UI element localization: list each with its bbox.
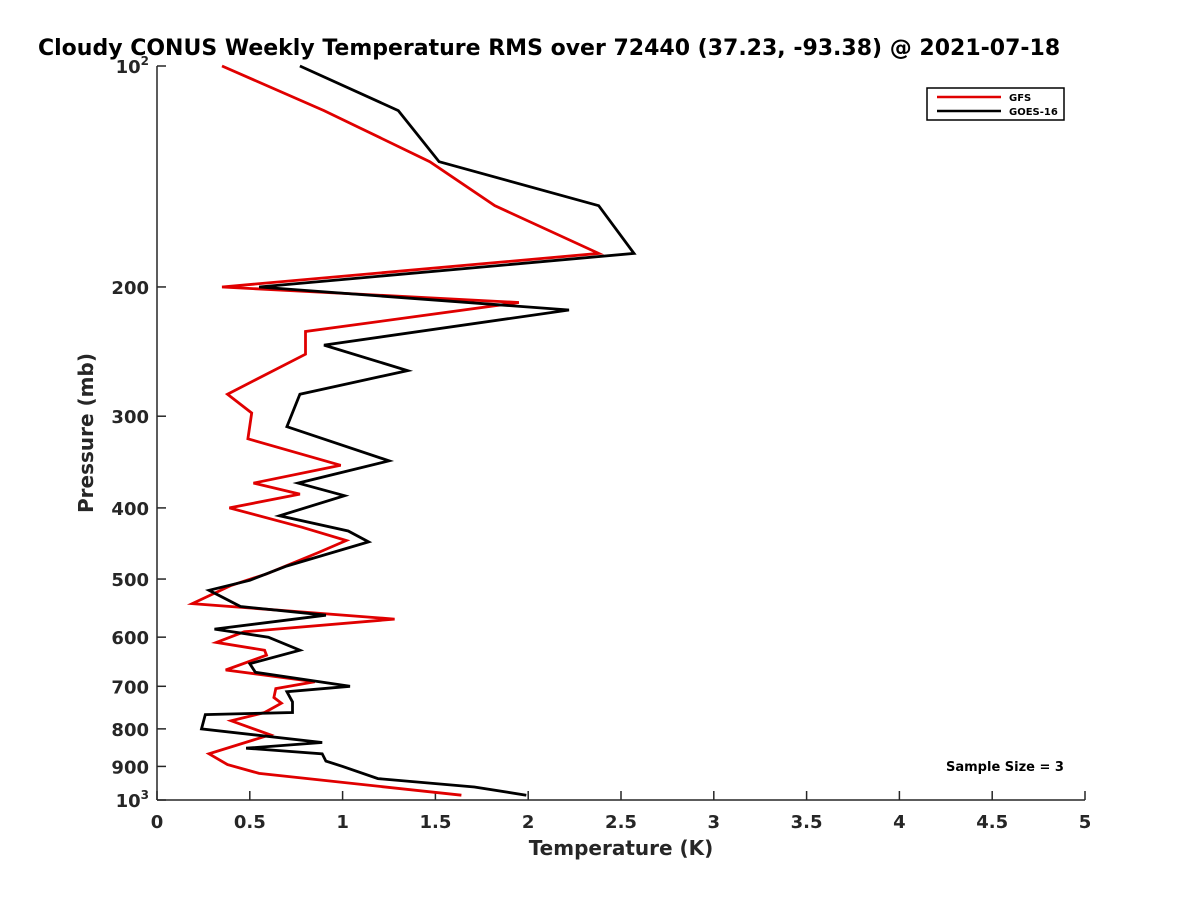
y-tick-label: 300 [111,407,149,428]
y-tick-label: 500 [111,570,149,591]
x-tick-label: 5 [1079,812,1092,833]
x-tick-label: 1 [336,812,349,833]
y-tick-label: 900 [111,757,149,778]
chart-title: Cloudy CONUS Weekly Temperature RMS over… [38,36,1060,61]
x-tick-label: 0.5 [234,812,266,833]
x-tick-label: 2 [522,812,535,833]
x-ticks: 0 0.5 1 1.5 2 2.5 3 3.5 4 4.5 5 [151,791,1092,833]
y-tick-label: 102 [116,54,149,78]
sample-size-annotation: Sample Size = 3 [946,760,1064,775]
y-tick-label: 200 [111,278,149,299]
legend: GFS GOES-16 [926,87,1065,121]
x-axis-label: Temperature (K) [529,836,714,860]
y-tick-label: 700 [111,677,149,698]
series-line-gfs [186,64,605,797]
x-tick-label: 3.5 [791,812,823,833]
legend-label-gfs: GFS [1009,93,1031,104]
x-tick-label: 4 [893,812,906,833]
x-tick-label: 0 [151,812,164,833]
series-layer [186,64,637,797]
legend-box [926,87,1065,121]
y-axis-label: Pressure (mb) [74,353,98,513]
x-tick-label: 4.5 [976,812,1008,833]
legend-label-goes16: GOES-16 [1009,107,1058,118]
x-tick-label: 3 [708,812,721,833]
series-line-goes16 [199,64,637,797]
y-tick-label: 400 [111,499,149,520]
y-tick-label: 103 [116,788,149,812]
y-ticks: 102 200 300 400 500 600 700 800 900 103 [111,54,166,812]
y-tick-label: 800 [111,720,149,741]
x-tick-label: 1.5 [419,812,451,833]
y-tick-label: 600 [111,628,149,649]
x-tick-label: 2.5 [605,812,637,833]
